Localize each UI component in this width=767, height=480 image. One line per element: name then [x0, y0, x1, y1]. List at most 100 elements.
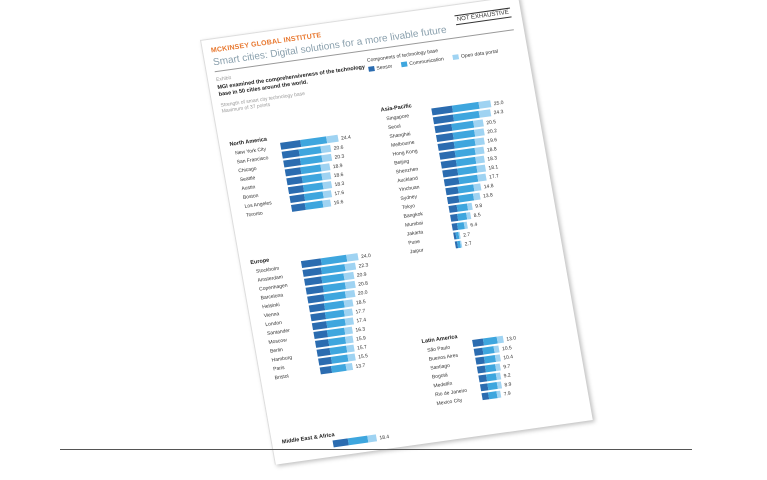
bar-segment-asia-pacific-6-2 — [475, 155, 485, 164]
group-label-europe: Europe — [250, 258, 270, 267]
bar-segment-asia-pacific-10-2 — [472, 192, 481, 201]
bar-segment-europe-5-0 — [308, 303, 326, 313]
bar-segment-europe-4-1 — [323, 291, 347, 302]
bar-segment-europe-11-1 — [330, 354, 349, 364]
bar-segment-north-america-7-1 — [304, 200, 324, 210]
bar-segment-europe-10-2 — [346, 344, 355, 353]
city-label-europe-12: Bristol — [274, 373, 289, 381]
bar-segment-europe-0-1 — [320, 254, 348, 266]
bar-segment-europe-2-0 — [304, 276, 323, 286]
value-label-asia-pacific-0: 25.0 — [493, 100, 504, 107]
value-label-asia-pacific-11: 9.8 — [475, 203, 483, 210]
value-label-asia-pacific-12: 8.5 — [473, 212, 481, 219]
bar-segment-europe-7-0 — [311, 321, 328, 331]
bar-segment-north-america-5-0 — [287, 185, 305, 195]
bar-segment-asia-pacific-9-1 — [457, 184, 475, 194]
city-label-latin-america-2: Santiago — [430, 363, 451, 372]
bar-segment-latin-america-0-2 — [496, 335, 504, 344]
bar-segment-asia-pacific-6-0 — [440, 159, 457, 169]
city-label-north-america-3: Seattle — [239, 175, 256, 183]
value-label-north-america-7: 16.6 — [333, 199, 344, 206]
value-label-europe-4: 20.0 — [357, 290, 368, 297]
bar-segment-north-america-6-2 — [322, 190, 333, 199]
city-label-asia-pacific-2: Shanghai — [389, 131, 411, 140]
value-label-europe-7: 17.4 — [356, 317, 367, 324]
bar-segment-europe-10-1 — [329, 345, 348, 355]
bar-segment-north-america-1-1 — [298, 146, 322, 157]
bar-segment-latin-america-2-2 — [494, 354, 501, 362]
city-label-europe-11: Paris — [273, 365, 286, 373]
bar-segment-asia-pacific-4-1 — [453, 138, 476, 149]
bar-segment-asia-pacific-0-1 — [451, 101, 480, 113]
value-label-europe-5: 18.5 — [356, 299, 367, 306]
city-label-north-america-5: Boston — [243, 193, 260, 201]
value-label-latin-america-6: 7.9 — [503, 391, 511, 398]
bar-segment-europe-3-2 — [344, 280, 356, 290]
bar-segment-europe-4-0 — [307, 294, 325, 304]
bar-segment-europe-9-2 — [344, 335, 354, 344]
value-label-latin-america-2: 10.4 — [503, 354, 514, 361]
group-label-north-america: North America — [229, 137, 268, 148]
bar-segment-europe-3-1 — [322, 282, 346, 293]
bar-segment-asia-pacific-8-2 — [477, 173, 487, 182]
city-label-europe-3: Barcelona — [260, 292, 284, 301]
city-label-latin-america-5: Rio de Janeiro — [435, 388, 468, 398]
bar-segment-asia-pacific-4-2 — [474, 137, 485, 146]
bar-segment-latin-america-5-1 — [487, 382, 498, 391]
bar-segment-asia-pacific-0-0 — [431, 105, 454, 116]
bar-segment-latin-america-6-2 — [496, 390, 502, 399]
bar-segment-asia-pacific-2-2 — [473, 119, 484, 128]
bar-segment-latin-america-6-1 — [488, 391, 498, 400]
city-label-europe-8: Moscow — [268, 337, 288, 346]
value-label-asia-pacific-1: 24.3 — [493, 109, 504, 116]
desk-edge-line — [60, 449, 692, 450]
bar-segment-asia-pacific-7-2 — [476, 164, 487, 173]
bar-segment-asia-pacific-1-0 — [432, 114, 455, 125]
bar-segment-asia-pacific-4-0 — [437, 141, 455, 151]
bar-segment-europe-12-2 — [345, 362, 354, 371]
bar-segment-north-america-6-0 — [289, 194, 306, 203]
bar-segment-asia-pacific-12-0 — [450, 213, 459, 222]
bar-segment-asia-pacific-14-1 — [455, 231, 460, 240]
bar-segment-asia-pacific-9-2 — [473, 183, 482, 192]
city-label-latin-america-1: Buenos Aires — [428, 353, 459, 363]
bar-segment-north-america-2-1 — [299, 155, 323, 166]
bar-segment-middle-east-africa-0-2 — [367, 434, 378, 443]
bar-segment-asia-pacific-3-1 — [452, 129, 476, 140]
value-label-europe-2: 20.9 — [356, 272, 367, 279]
bar-segment-europe-7-1 — [326, 318, 346, 329]
bar-segment-latin-america-4-1 — [485, 373, 497, 382]
city-label-europe-1: Amsterdam — [257, 274, 283, 283]
bar-segment-asia-pacific-12-1 — [457, 212, 468, 221]
bar-segment-asia-pacific-0-2 — [478, 100, 492, 109]
bar-segment-europe-12-1 — [330, 363, 347, 373]
bar-segment-asia-pacific-3-2 — [474, 128, 485, 137]
bar-segment-north-america-6-1 — [303, 191, 324, 201]
bar-segment-middle-east-africa-0-1 — [347, 435, 369, 446]
bar-segment-north-america-1-2 — [320, 144, 332, 154]
bar-segment-asia-pacific-5-1 — [454, 147, 476, 158]
bar-segment-asia-pacific-11-1 — [456, 203, 469, 212]
bar-segment-north-america-3-0 — [284, 167, 302, 177]
bar-segment-europe-4-2 — [344, 289, 356, 299]
bar-segment-asia-pacific-2-0 — [434, 123, 453, 134]
value-label-north-america-5: 18.3 — [334, 181, 345, 188]
city-label-europe-2: Copenhagen — [259, 283, 289, 293]
value-label-europe-1: 22.3 — [358, 262, 369, 269]
value-label-asia-pacific-13: 6.4 — [470, 222, 478, 229]
value-label-asia-pacific-6: 18.3 — [487, 155, 498, 162]
city-label-north-america-7: Toronto — [246, 210, 264, 218]
bar-segment-north-america-0-1 — [300, 136, 328, 147]
city-label-asia-pacific-3: Melbourne — [391, 140, 416, 149]
bar-segment-north-america-5-1 — [302, 182, 324, 192]
city-label-europe-4: Helsinki — [262, 302, 280, 310]
bar-segment-asia-pacific-12-2 — [466, 212, 472, 220]
value-label-asia-pacific-4: 19.6 — [487, 137, 498, 144]
group-label-middle-east-africa: Middle East & Africa — [282, 432, 336, 445]
bar-segment-latin-america-2-0 — [475, 356, 486, 365]
bar-segment-asia-pacific-5-2 — [474, 146, 485, 155]
bar-segment-asia-pacific-6-1 — [455, 156, 477, 167]
bar-segment-europe-5-2 — [343, 299, 354, 308]
bar-segment-latin-america-2-1 — [483, 355, 497, 364]
bar-segment-latin-america-4-2 — [495, 372, 502, 380]
